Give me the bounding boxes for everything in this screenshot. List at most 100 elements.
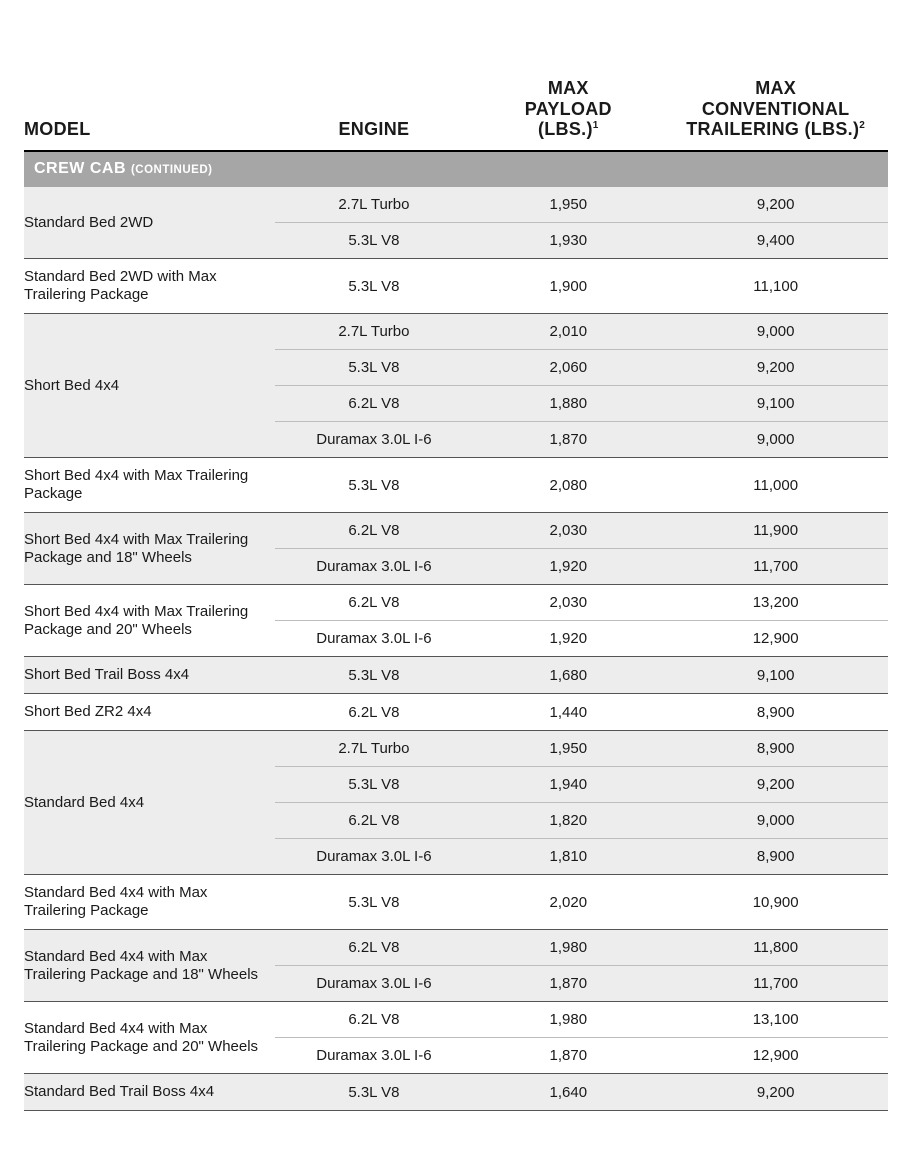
trailer-cell: 11,000: [663, 458, 888, 513]
model-cell: Short Bed 4x4: [24, 314, 275, 458]
table-row: Short Bed 4x4 with Max Trailering Packag…: [24, 458, 888, 513]
trailer-cell: 11,700: [663, 549, 888, 585]
payload-cell: 1,920: [473, 549, 663, 585]
payload-cell: 1,900: [473, 259, 663, 314]
model-cell: Standard Bed 4x4: [24, 731, 275, 875]
trailer-cell: 9,000: [663, 803, 888, 839]
payload-footnote: 1: [593, 120, 599, 131]
table-row: Standard Bed 4x4 with Max Trailering Pac…: [24, 930, 888, 966]
model-cell: Standard Bed 2WD with Max Trailering Pac…: [24, 259, 275, 314]
model-cell: Standard Bed 4x4 with Max Trailering Pac…: [24, 875, 275, 930]
table-row: Short Bed ZR2 4x46.2L V81,4408,900: [24, 694, 888, 731]
section-title: CREW CAB: [34, 160, 126, 177]
col-header-model: MODEL: [24, 78, 275, 151]
model-cell: Short Bed ZR2 4x4: [24, 694, 275, 731]
payload-cell: 1,820: [473, 803, 663, 839]
col-header-payload: MAX PAYLOAD (LBS.)1: [473, 78, 663, 151]
model-cell: Standard Bed Trail Boss 4x4: [24, 1074, 275, 1111]
trailer-footnote: 2: [859, 120, 865, 131]
trailer-cell: 11,700: [663, 966, 888, 1002]
trailer-cell: 10,900: [663, 875, 888, 930]
payload-cell: 2,080: [473, 458, 663, 513]
payload-cell: 1,870: [473, 1038, 663, 1074]
payload-cell: 1,920: [473, 621, 663, 657]
payload-cell: 1,680: [473, 657, 663, 694]
engine-cell: 6.2L V8: [275, 803, 474, 839]
table-row: Short Bed 4x42.7L Turbo2,0109,000: [24, 314, 888, 350]
payload-cell: 1,940: [473, 767, 663, 803]
table-row: Short Bed 4x4 with Max Trailering Packag…: [24, 585, 888, 621]
engine-cell: 5.3L V8: [275, 223, 474, 259]
engine-cell: 6.2L V8: [275, 513, 474, 549]
trailer-cell: 9,200: [663, 350, 888, 386]
col-header-trailer: MAX CONVENTIONAL TRAILERING (LBS.)2: [663, 78, 888, 151]
engine-cell: Duramax 3.0L I-6: [275, 1038, 474, 1074]
model-cell: Short Bed Trail Boss 4x4: [24, 657, 275, 694]
model-cell: Short Bed 4x4 with Max Trailering Packag…: [24, 585, 275, 657]
engine-cell: 2.7L Turbo: [275, 731, 474, 767]
engine-cell: 6.2L V8: [275, 930, 474, 966]
engine-cell: 6.2L V8: [275, 585, 474, 621]
engine-cell: 5.3L V8: [275, 1074, 474, 1111]
trailer-cell: 11,800: [663, 930, 888, 966]
trailer-cell: 13,200: [663, 585, 888, 621]
trailer-cell: 11,900: [663, 513, 888, 549]
table-row: Standard Bed 2WD2.7L Turbo1,9509,200: [24, 187, 888, 223]
trailer-cell: 9,200: [663, 187, 888, 223]
payload-l1: MAX: [548, 78, 589, 98]
payload-cell: 1,950: [473, 731, 663, 767]
engine-cell: 2.7L Turbo: [275, 314, 474, 350]
trailer-cell: 9,000: [663, 314, 888, 350]
payload-cell: 1,880: [473, 386, 663, 422]
trailer-cell: 12,900: [663, 1038, 888, 1074]
payload-cell: 1,980: [473, 930, 663, 966]
payload-l2: PAYLOAD: [525, 99, 612, 119]
trailer-l3: TRAILERING (LBS.): [686, 119, 859, 139]
engine-cell: Duramax 3.0L I-6: [275, 839, 474, 875]
table-row: Standard Bed Trail Boss 4x45.3L V81,6409…: [24, 1074, 888, 1111]
payload-cell: 1,440: [473, 694, 663, 731]
model-cell: Standard Bed 4x4 with Max Trailering Pac…: [24, 1002, 275, 1074]
payload-cell: 2,030: [473, 585, 663, 621]
trailer-l2: CONVENTIONAL: [702, 99, 850, 119]
table-row: Standard Bed 4x4 with Max Trailering Pac…: [24, 1002, 888, 1038]
trailer-cell: 11,100: [663, 259, 888, 314]
payload-cell: 2,010: [473, 314, 663, 350]
trailer-l1: MAX: [755, 78, 796, 98]
section-row: CREW CAB (CONTINUED): [24, 151, 888, 187]
table-body: CREW CAB (CONTINUED) Standard Bed 2WD2.7…: [24, 151, 888, 1111]
engine-cell: 5.3L V8: [275, 875, 474, 930]
table-row: Standard Bed 4x42.7L Turbo1,9508,900: [24, 731, 888, 767]
model-cell: Standard Bed 2WD: [24, 187, 275, 259]
spec-table: MODEL ENGINE MAX PAYLOAD (LBS.)1 MAX CON…: [24, 78, 888, 1111]
trailer-cell: 9,200: [663, 1074, 888, 1111]
payload-cell: 2,060: [473, 350, 663, 386]
model-cell: Short Bed 4x4 with Max Trailering Packag…: [24, 458, 275, 513]
trailer-cell: 9,200: [663, 767, 888, 803]
trailer-cell: 8,900: [663, 839, 888, 875]
engine-cell: 6.2L V8: [275, 1002, 474, 1038]
trailer-cell: 9,100: [663, 657, 888, 694]
payload-l3: (LBS.): [538, 119, 593, 139]
engine-cell: 5.3L V8: [275, 259, 474, 314]
trailer-cell: 8,900: [663, 731, 888, 767]
payload-cell: 2,030: [473, 513, 663, 549]
engine-cell: 6.2L V8: [275, 386, 474, 422]
payload-cell: 1,950: [473, 187, 663, 223]
trailer-cell: 12,900: [663, 621, 888, 657]
trailer-cell: 9,000: [663, 422, 888, 458]
model-cell: Standard Bed 4x4 with Max Trailering Pac…: [24, 930, 275, 1002]
payload-cell: 1,980: [473, 1002, 663, 1038]
engine-cell: 5.3L V8: [275, 767, 474, 803]
engine-cell: Duramax 3.0L I-6: [275, 966, 474, 1002]
payload-cell: 2,020: [473, 875, 663, 930]
payload-cell: 1,810: [473, 839, 663, 875]
engine-cell: 2.7L Turbo: [275, 187, 474, 223]
table-row: Standard Bed 4x4 with Max Trailering Pac…: [24, 875, 888, 930]
payload-cell: 1,640: [473, 1074, 663, 1111]
table-row: Short Bed Trail Boss 4x45.3L V81,6809,10…: [24, 657, 888, 694]
engine-cell: 5.3L V8: [275, 350, 474, 386]
engine-cell: 6.2L V8: [275, 694, 474, 731]
table-row: Short Bed 4x4 with Max Trailering Packag…: [24, 513, 888, 549]
trailer-cell: 13,100: [663, 1002, 888, 1038]
